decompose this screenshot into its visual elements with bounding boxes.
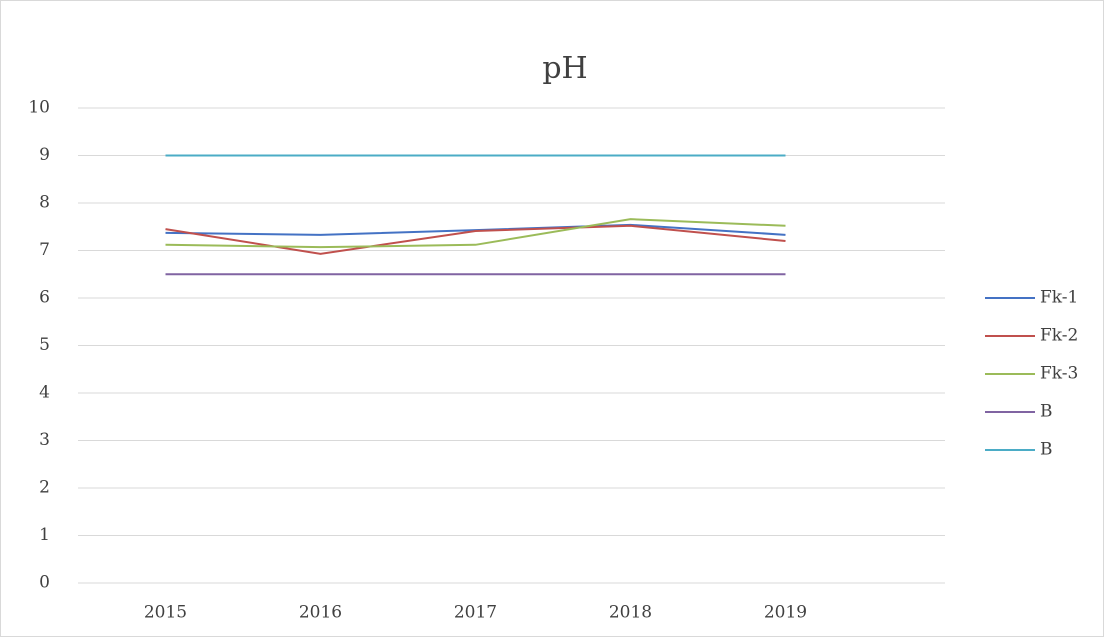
y-tick-label: 5 [39,335,50,355]
legend-label: Fk-3 [1040,364,1078,384]
y-tick-label: 1 [39,525,50,545]
y-tick-label: 10 [28,98,50,118]
legend-label: B [1040,440,1053,460]
y-tick-label: 7 [39,240,50,260]
y-tick-label: 9 [39,145,50,165]
x-tick-label: 2019 [764,603,807,623]
legend-label: Fk-1 [1040,288,1078,308]
y-tick-label: 3 [39,430,50,450]
y-tick-label: 2 [39,478,50,498]
legend-label: Fk-2 [1040,326,1078,346]
x-tick-label: 2016 [299,603,342,623]
y-tick-label: 6 [39,288,50,308]
y-tick-label: 0 [39,573,50,593]
chart-title: pH [542,51,587,86]
y-tick-label: 4 [39,383,50,403]
x-tick-label: 2017 [454,603,497,623]
y-tick-label: 8 [39,193,50,213]
legend-label: B [1040,402,1053,422]
series-line [165,218,786,249]
x-tick-label: 2015 [144,603,187,623]
x-tick-label: 2018 [609,603,652,623]
